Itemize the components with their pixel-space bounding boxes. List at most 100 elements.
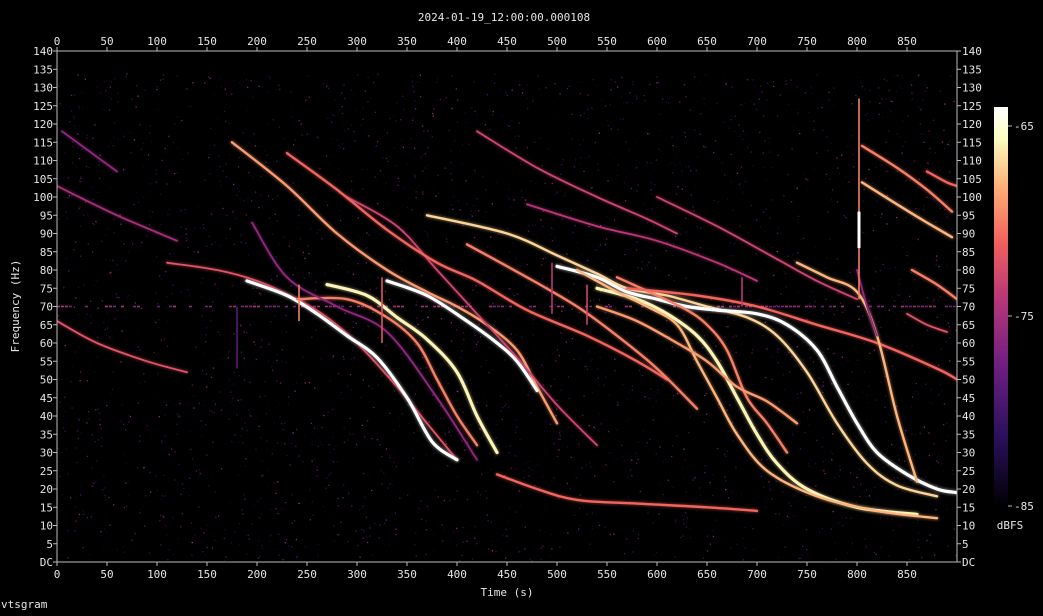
noise-speck <box>736 517 738 520</box>
noise-speck <box>181 236 183 238</box>
noise-speck <box>839 419 841 421</box>
noise-speck <box>928 454 930 457</box>
noise-speck <box>484 326 486 328</box>
noise-speck <box>944 147 946 150</box>
noise-speck <box>415 555 417 557</box>
noise-speck <box>649 397 652 399</box>
noise-speck <box>661 130 663 132</box>
noise-speck <box>775 178 778 181</box>
noise-speck <box>945 126 948 128</box>
noise-speck <box>356 463 358 465</box>
noise-speck <box>936 187 938 190</box>
noise-speck <box>491 200 493 202</box>
noise-speck <box>592 298 594 301</box>
noise-speck <box>675 235 677 238</box>
noise-speck <box>471 379 473 381</box>
noise-speck <box>407 496 409 498</box>
noise-speck <box>200 168 202 170</box>
noise-speck <box>768 484 770 486</box>
noise-speck <box>287 403 289 406</box>
noise-speck <box>841 515 843 518</box>
noise-speck <box>262 474 264 477</box>
noise-speck <box>820 386 823 388</box>
noise-speck <box>595 249 597 251</box>
noise-speck <box>500 410 502 412</box>
noise-speck <box>936 458 938 460</box>
noise-speck <box>412 119 414 121</box>
noise-speck <box>171 89 173 91</box>
noise-speck <box>340 258 343 260</box>
noise-speck <box>124 274 127 276</box>
noise-speck <box>346 385 349 387</box>
noise-speck <box>653 207 655 210</box>
noise-speck <box>514 468 517 470</box>
noise-speck <box>587 185 589 188</box>
noise-speck <box>723 121 725 123</box>
noise-speck <box>359 405 362 407</box>
noise-speck <box>547 487 549 489</box>
noise-speck <box>884 187 886 189</box>
noise-speck <box>92 137 94 139</box>
noise-speck <box>269 141 271 144</box>
noise-speck <box>177 416 180 418</box>
noise-speck <box>461 350 463 352</box>
noise-speck <box>351 349 354 351</box>
noise-speck <box>564 261 566 263</box>
noise-speck <box>292 182 294 184</box>
noise-speck <box>270 534 272 536</box>
noise-speck <box>537 463 539 465</box>
noise-speck <box>874 543 877 545</box>
noise-speck <box>394 512 397 514</box>
noise-speck <box>567 426 569 428</box>
noise-speck <box>687 198 690 200</box>
noise-layer <box>57 73 957 562</box>
noise-speck <box>858 468 861 470</box>
noise-speck <box>251 507 254 509</box>
noise-speck <box>799 133 801 135</box>
noise-speck <box>143 196 145 198</box>
noise-speck <box>73 117 76 120</box>
noise-speck <box>685 136 687 138</box>
noise-speck <box>212 441 214 443</box>
noise-speck <box>437 465 439 467</box>
noise-speck <box>522 143 524 145</box>
noise-speck <box>225 120 227 122</box>
noise-speck <box>205 270 208 272</box>
noise-speck <box>677 186 679 188</box>
noise-speck <box>219 277 221 279</box>
noise-speck <box>443 529 446 531</box>
noise-speck <box>730 119 732 121</box>
noise-speck <box>135 106 137 108</box>
noise-speck <box>87 220 90 222</box>
noise-speck <box>134 226 136 228</box>
noise-speck <box>134 351 136 353</box>
noise-speck <box>343 253 345 255</box>
noise-speck <box>819 200 822 202</box>
noise-speck <box>840 288 843 290</box>
noise-speck <box>889 267 891 269</box>
noise-speck <box>936 357 939 360</box>
noise-speck <box>625 405 627 407</box>
noise-speck <box>637 533 640 536</box>
noise-speck <box>493 275 495 277</box>
noise-speck <box>490 236 492 238</box>
noise-speck <box>169 551 171 553</box>
noise-speck <box>540 219 542 221</box>
noise-speck <box>201 296 203 298</box>
noise-speck <box>165 141 167 143</box>
noise-speck <box>100 445 102 447</box>
noise-speck <box>556 191 558 193</box>
noise-speck <box>97 337 99 339</box>
noise-speck <box>626 101 628 104</box>
noise-speck <box>417 511 419 513</box>
noise-speck <box>555 222 557 225</box>
noise-speck <box>491 114 494 116</box>
noise-speck <box>578 446 580 448</box>
noise-speck <box>419 96 422 98</box>
noise-speck <box>879 505 881 507</box>
noise-speck <box>567 79 569 81</box>
noise-speck <box>711 474 714 476</box>
noise-speck <box>622 118 624 120</box>
noise-speck <box>389 494 391 497</box>
noise-speck <box>212 276 214 278</box>
